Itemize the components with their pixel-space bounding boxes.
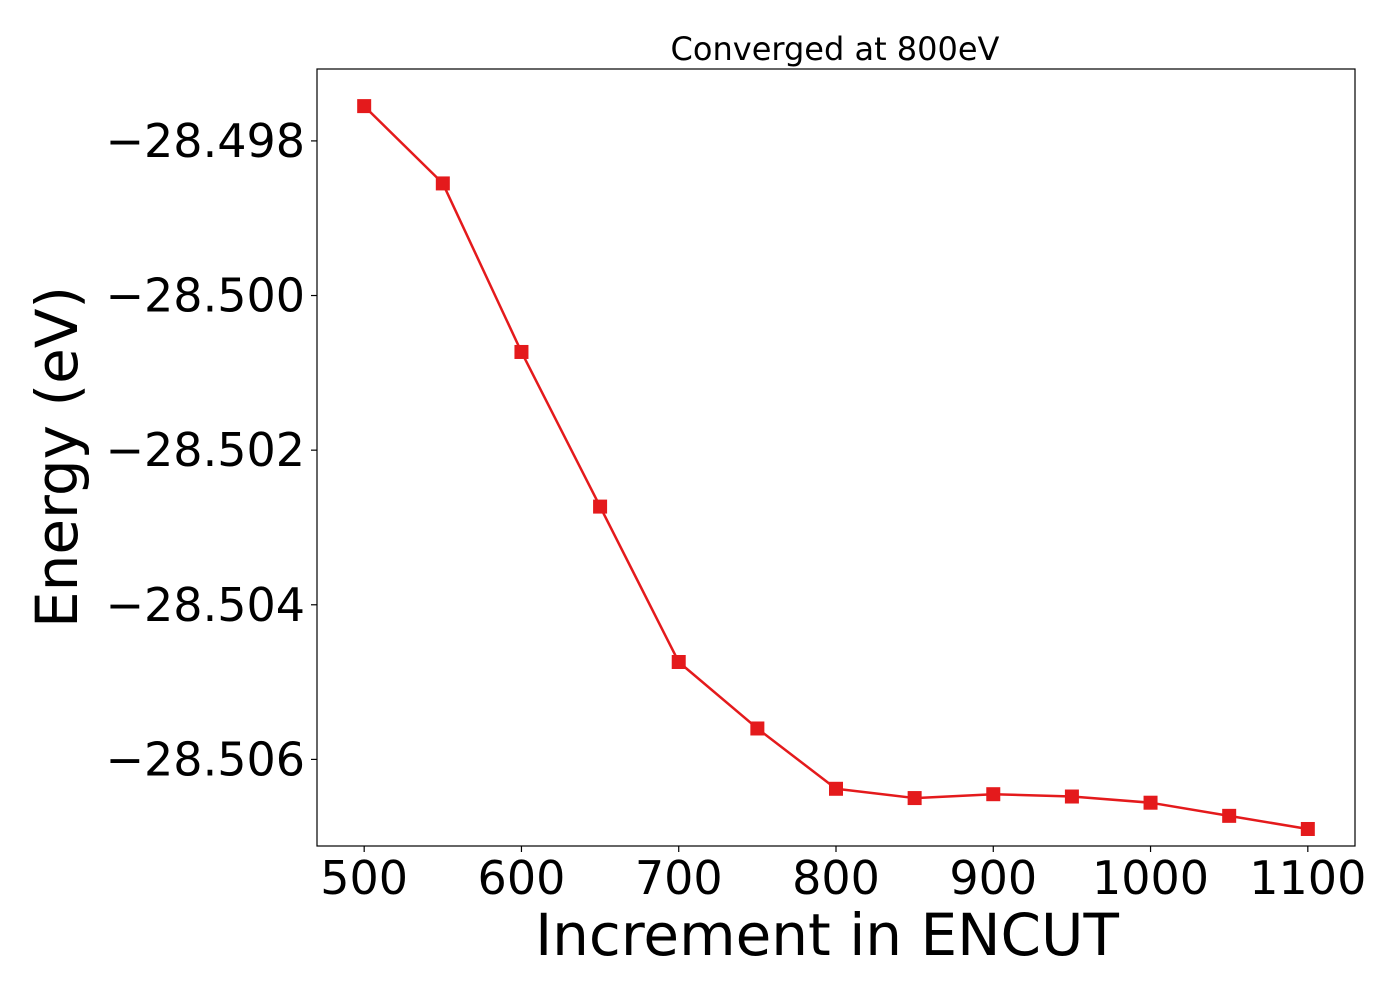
- y-axis-label: Energy (eV): [23, 286, 91, 628]
- x-tick-label: 600: [478, 851, 566, 905]
- y-tick-label: −28.506: [106, 732, 306, 786]
- x-tick-label: 900: [949, 851, 1037, 905]
- data-point-marker: [593, 499, 608, 514]
- data-point-marker: [1222, 808, 1237, 823]
- data-series: [357, 99, 1315, 836]
- data-point-marker: [671, 654, 686, 669]
- x-tick-label: 800: [792, 851, 880, 905]
- data-point-marker: [514, 344, 529, 359]
- data-point-marker: [1300, 821, 1315, 836]
- data-point-marker: [829, 781, 843, 796]
- axis-ticks: 500 600 700 800 900 1000 1100 −28.498 −28.500 −28…: [106, 114, 1367, 905]
- x-axis-label: Increment in ENCUT: [535, 901, 1119, 969]
- y-tick-label: −28.500: [106, 269, 306, 323]
- data-point-marker: [435, 176, 450, 191]
- data-point-marker: [750, 721, 765, 736]
- x-tick-label: 1100: [1249, 851, 1366, 905]
- data-point-marker: [907, 791, 922, 806]
- data-point-marker: [1064, 789, 1079, 804]
- data-point-marker: [357, 99, 372, 114]
- chart-title: Converged at 800eV: [671, 30, 1000, 68]
- y-tick-label: −28.502: [106, 423, 306, 477]
- y-tick-label: −28.498: [106, 114, 306, 168]
- plot-area-frame: [316, 68, 1356, 847]
- x-tick-label: 1000: [1092, 851, 1209, 905]
- x-tick-label: 500: [320, 851, 408, 905]
- y-tick-label: −28.504: [106, 578, 306, 632]
- data-point-marker: [1143, 795, 1158, 810]
- x-tick-label: 700: [635, 851, 723, 905]
- data-point-marker: [986, 787, 1001, 802]
